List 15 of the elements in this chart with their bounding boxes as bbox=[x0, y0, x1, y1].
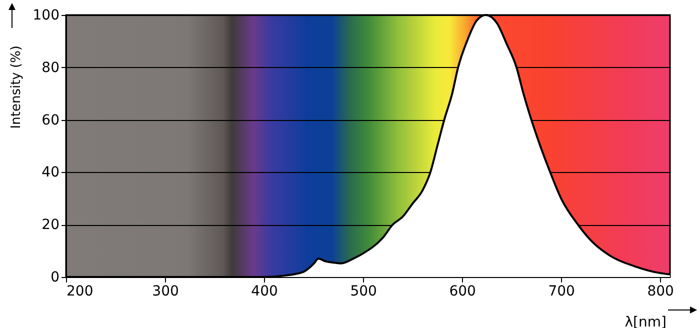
y-tick-label: 100 bbox=[32, 8, 60, 24]
y-tick-label: 20 bbox=[42, 217, 60, 234]
x-axis-title: λ[nm] bbox=[624, 314, 666, 328]
x-tick-label: 400 bbox=[251, 284, 278, 300]
x-tick-label: 800 bbox=[647, 284, 674, 300]
x-tick-label: 600 bbox=[449, 284, 476, 300]
y-tick-label: 60 bbox=[42, 112, 60, 128]
y-tick-label: 80 bbox=[42, 60, 60, 76]
x-tick-label: 300 bbox=[152, 284, 179, 300]
y-axis-title: Intensity (%) bbox=[8, 46, 24, 129]
x-tick-label: 200 bbox=[66, 284, 94, 300]
y-tick-label: 0 bbox=[50, 270, 60, 286]
x-tick-label: 700 bbox=[548, 284, 575, 300]
x-tick-label: 500 bbox=[350, 284, 377, 300]
y-tick-label: 40 bbox=[42, 164, 60, 181]
